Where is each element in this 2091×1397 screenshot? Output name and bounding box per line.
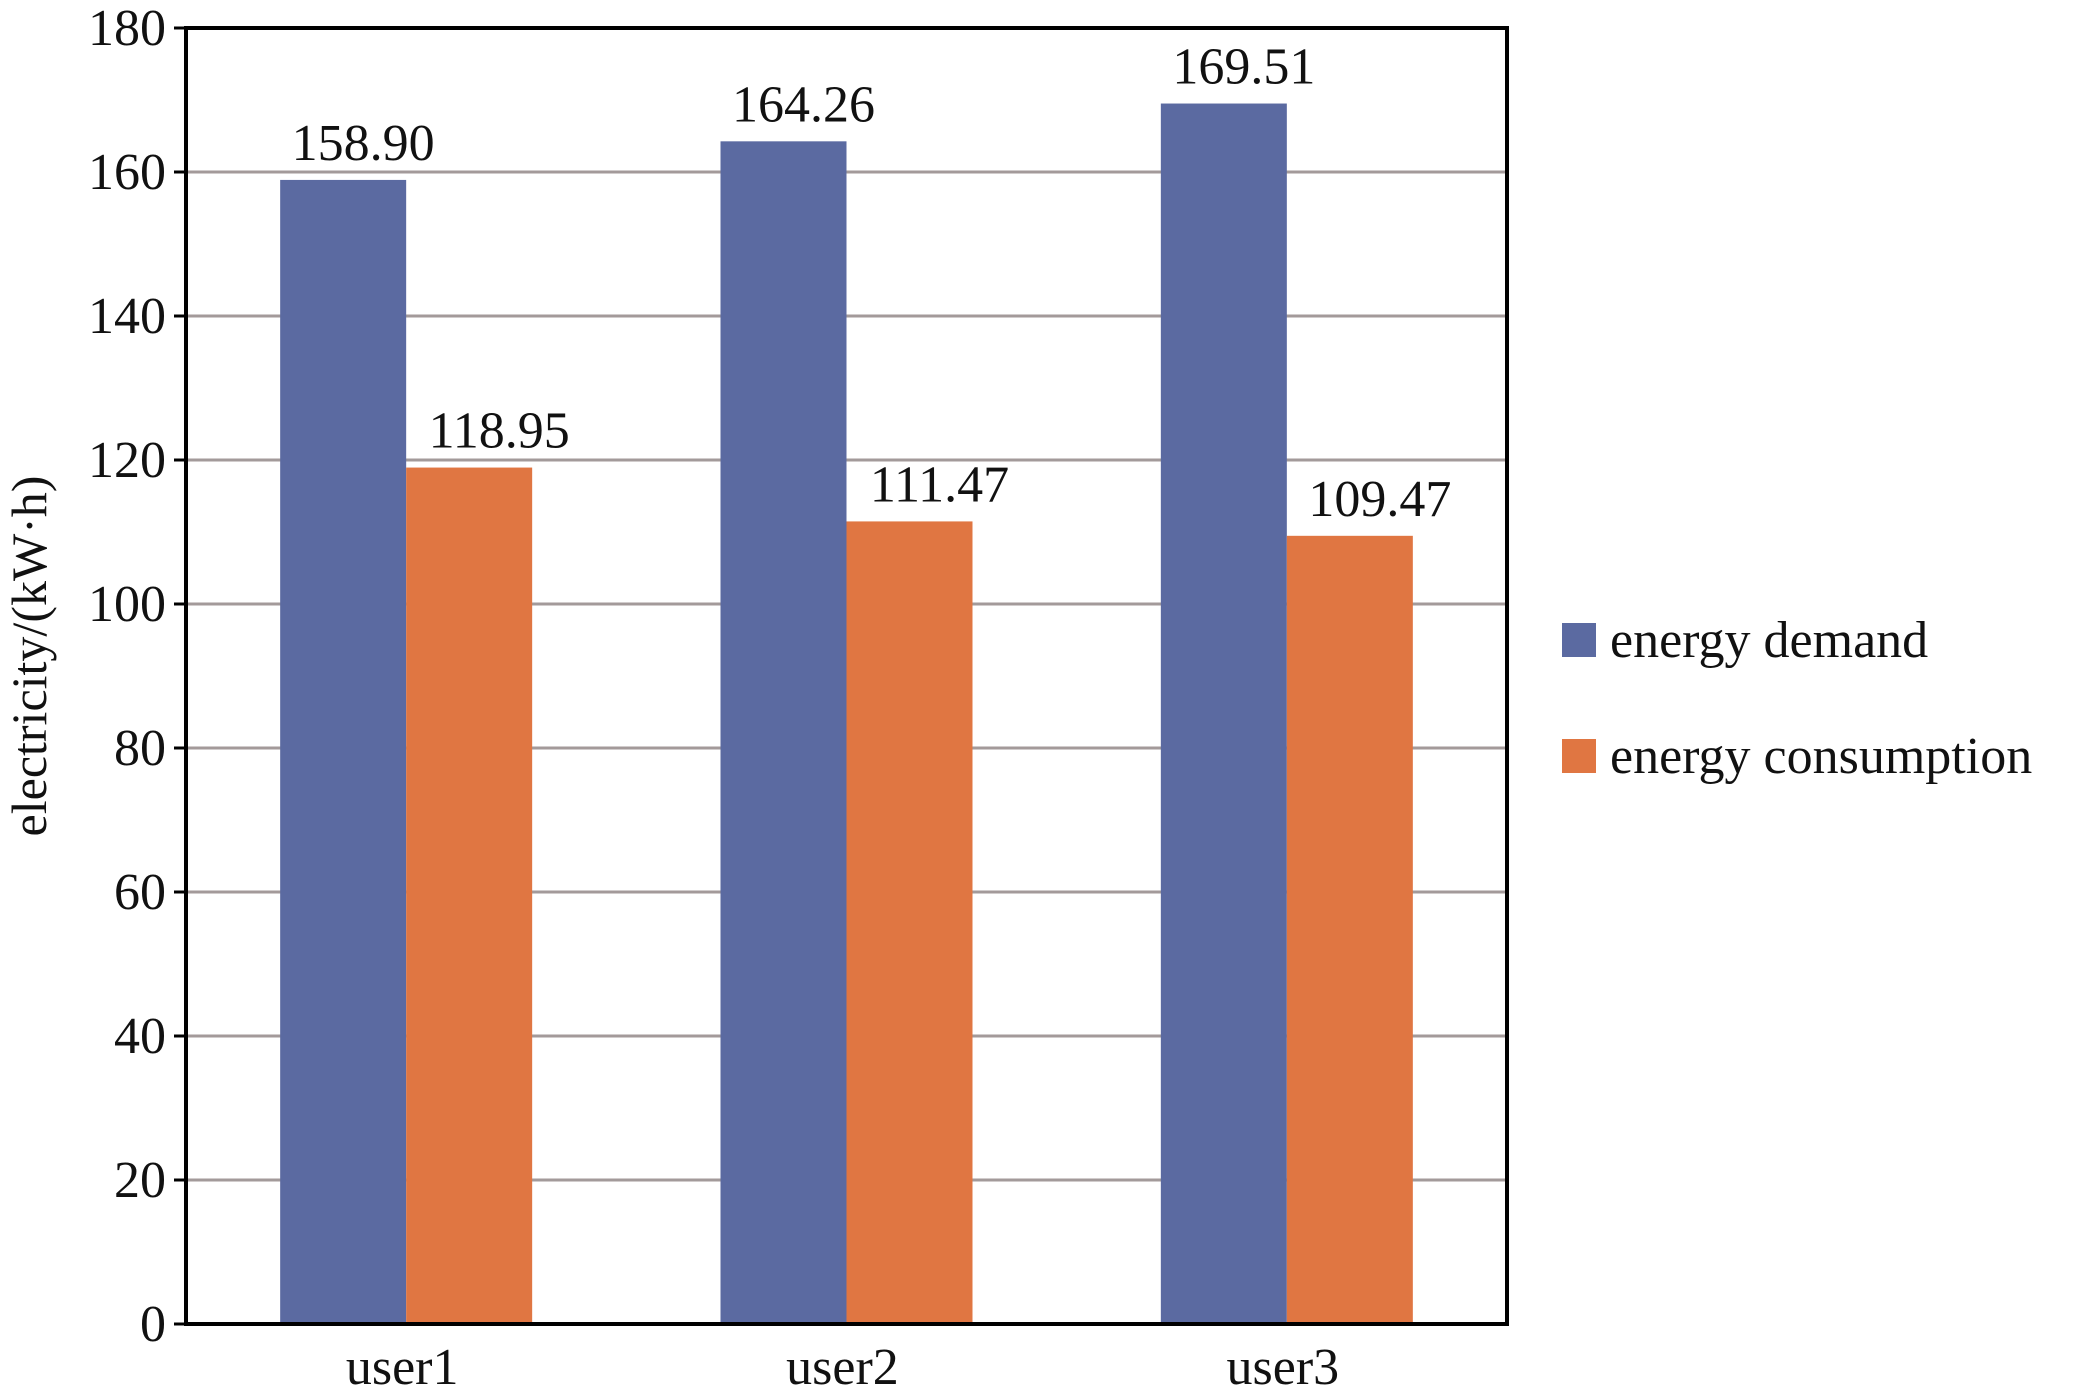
bar-energy-consumption-user1 bbox=[406, 467, 533, 1324]
data-label: 164.26 bbox=[732, 76, 875, 133]
bar-energy-demand-user1 bbox=[280, 179, 407, 1324]
x-category-label: user3 bbox=[1227, 1339, 1340, 1392]
data-label: 169.51 bbox=[1172, 39, 1315, 96]
data-label: 109.47 bbox=[1308, 471, 1451, 528]
data-label: 118.95 bbox=[429, 403, 570, 460]
bar-energy-demand-user3 bbox=[1160, 103, 1287, 1325]
legend-label: energy consumption bbox=[1610, 728, 2032, 785]
x-axis-categories: user1 user2 user3 bbox=[346, 1339, 1340, 1396]
bar-energy-demand-user2 bbox=[720, 141, 847, 1324]
y-tick-label: 100 bbox=[88, 576, 166, 633]
plot-frame bbox=[184, 26, 1509, 1326]
data-label: 111.47 bbox=[870, 456, 1009, 513]
x-category-label: user1 bbox=[346, 1339, 459, 1392]
bar-energy-consumption-user3 bbox=[1286, 535, 1413, 1324]
y-tick-label: 40 bbox=[114, 1008, 166, 1065]
y-tick-label: 160 bbox=[88, 144, 166, 201]
y-tick-label: 120 bbox=[88, 432, 166, 489]
y-axis-ticks: 0 20 40 60 80 100 120 140 160 180 bbox=[88, 0, 186, 1353]
legend-swatch bbox=[1562, 623, 1596, 657]
y-tick-label: 140 bbox=[88, 288, 166, 345]
y-tick-label: 60 bbox=[114, 864, 166, 921]
y-tick-label: 80 bbox=[114, 720, 166, 777]
x-category-label: user2 bbox=[786, 1339, 899, 1392]
legend-label: energy demand bbox=[1610, 612, 1928, 669]
data-labels: 158.90 118.95 164.26 111.47 169.51 109.47 bbox=[292, 39, 1452, 528]
y-tick-label: 180 bbox=[88, 0, 166, 57]
legend-swatch bbox=[1562, 739, 1596, 773]
y-tick-label: 20 bbox=[114, 1152, 166, 1209]
bar-energy-consumption-user2 bbox=[846, 521, 973, 1324]
legend: energy demand energy consumption bbox=[1562, 612, 2032, 785]
bars bbox=[280, 103, 1413, 1325]
data-label: 158.90 bbox=[292, 115, 435, 172]
y-tick-label: 0 bbox=[140, 1296, 166, 1353]
y-axis-title: electricity/(kW·h) bbox=[1, 476, 57, 837]
